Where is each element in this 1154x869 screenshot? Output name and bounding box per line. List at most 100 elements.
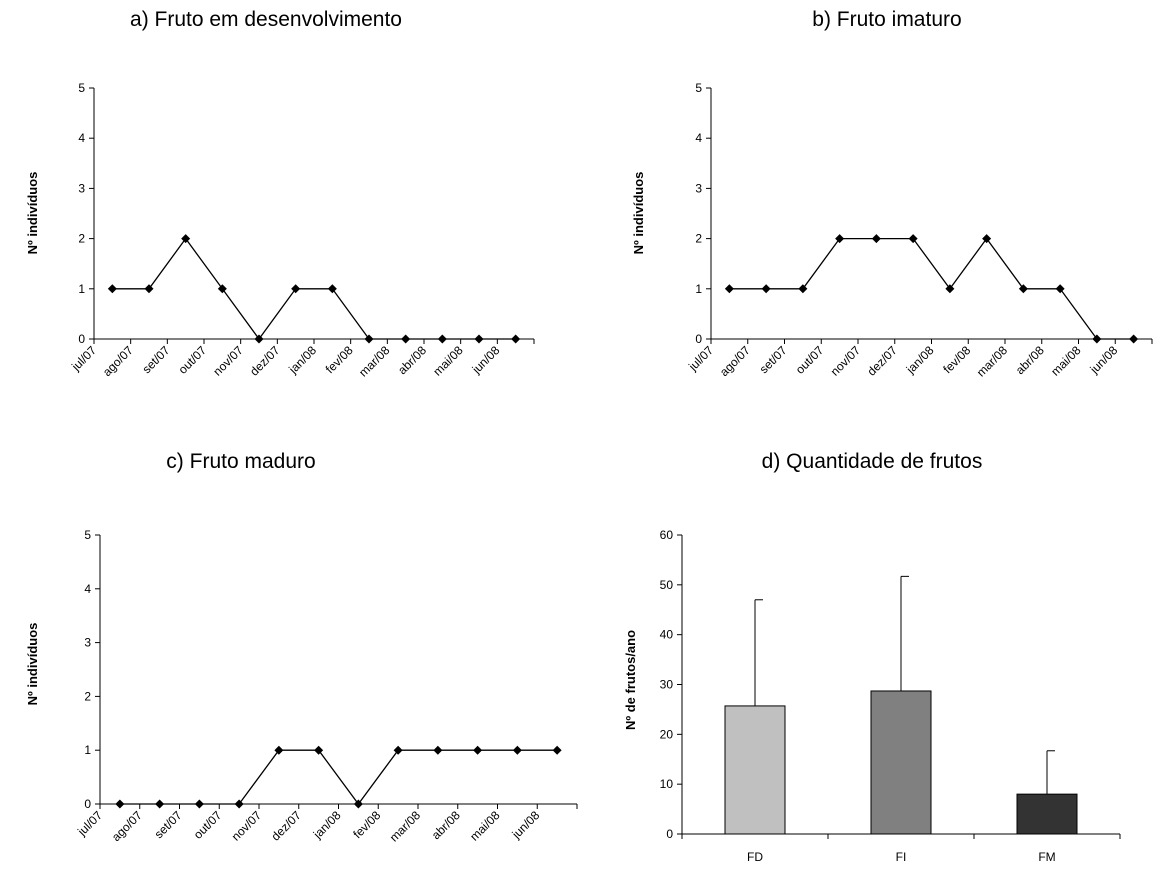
x-tick-label: mai/08: [1048, 343, 1084, 379]
data-point-marker: [234, 799, 244, 809]
x-tick-label: jan/08: [310, 808, 344, 842]
x-tick-label: jan/08: [903, 343, 937, 377]
data-point-marker: [155, 799, 165, 809]
panel-a-title: a) Fruto em desenvolvimento: [130, 8, 402, 31]
x-tick-label: abr/08: [1013, 343, 1047, 377]
x-tick-label: mai/08: [467, 808, 503, 844]
series-line: [119, 749, 558, 806]
y-tick-label: 4: [695, 131, 702, 145]
x-tick-label: abr/08: [429, 808, 463, 842]
y-tick-label: 3: [695, 181, 702, 195]
x-tick-label: jul/07: [685, 343, 716, 374]
bar: [870, 690, 932, 835]
data-point-marker: [512, 745, 522, 755]
x-category-label: FD: [747, 850, 763, 864]
x-tick-label: dez/07: [864, 343, 900, 379]
data-point-marker: [835, 234, 845, 244]
x-tick-label: jun/08: [469, 343, 503, 377]
data-point-marker: [115, 799, 125, 809]
y-tick-label: 1: [695, 282, 702, 296]
data-point-marker: [291, 284, 301, 294]
panel-b: b) Fruto imaturo Nº indivíduos 0 1 2 3 4 5 jul…: [631, 8, 1153, 380]
data-point-marker: [982, 234, 992, 244]
panel-c: c) Fruto maduro Nº indivíduos 0 1 2 3 4 5 jul/…: [25, 450, 578, 845]
y-tick-label: 1: [84, 743, 91, 757]
x-tick-label: jan/08: [285, 343, 319, 377]
data-point-marker: [181, 234, 191, 244]
x-tick-label: jul/07: [74, 808, 105, 839]
x-tick-label: out/07: [191, 808, 225, 842]
x-tick-label: jul/07: [68, 343, 99, 374]
x-tick-label: set/07: [757, 343, 790, 376]
y-tick-label: 4: [84, 582, 91, 596]
data-point-marker: [353, 799, 363, 809]
data-point-marker: [871, 234, 881, 244]
series-line: [112, 237, 516, 341]
x-tick-label: ago/07: [109, 808, 145, 844]
data-point-marker: [364, 334, 374, 344]
y-tick-label: 2: [695, 232, 702, 246]
data-point-marker: [194, 799, 204, 809]
data-point-marker: [401, 334, 411, 344]
data-point-marker: [1055, 284, 1065, 294]
y-tick-label: 10: [660, 777, 674, 791]
x-tick-label: set/07: [152, 808, 185, 841]
x-tick-label: nov/07: [229, 808, 265, 844]
data-point-marker: [798, 284, 808, 294]
series-line: [729, 237, 1134, 340]
panel-c-title: c) Fruto maduro: [166, 450, 315, 473]
data-point-marker: [314, 745, 324, 755]
panel-c-plot-area: 0 1 2 3 4 5 jul/07 ago/07 set/07 out/07 nov/07 dez/…: [74, 528, 578, 845]
y-tick-label: 3: [78, 181, 85, 195]
panel-b-title: b) Fruto imaturo: [812, 8, 961, 31]
y-tick-label: 30: [660, 678, 674, 692]
y-tick-label: 0: [695, 332, 702, 346]
x-tick-label: abr/08: [395, 343, 429, 377]
x-tick-label: dez/07: [247, 343, 283, 379]
data-point-marker: [474, 334, 484, 344]
data-point-marker: [437, 334, 447, 344]
x-tick-label: fev/08: [323, 343, 356, 376]
y-tick-label: 20: [660, 727, 674, 741]
panel-d: d) Quantidade de frutos Nº de frutos/ano…: [623, 450, 1121, 864]
data-point-marker: [552, 745, 562, 755]
data-point-marker: [945, 284, 955, 294]
data-point-marker: [217, 284, 227, 294]
panel-b-plot-area: 0 1 2 3 4 5 jul/07 ago/07 set/07 out/07 nov/07 dez/…: [685, 81, 1153, 380]
data-point-marker: [1018, 284, 1028, 294]
x-tick-label: mai/08: [430, 343, 466, 379]
x-tick-label: ago/07: [100, 343, 136, 379]
y-tick-label: 0: [84, 797, 91, 811]
y-tick-label: 4: [78, 131, 85, 145]
data-point-marker: [724, 284, 734, 294]
y-tick-label: 0: [666, 827, 673, 841]
x-tick-label: jun/08: [1087, 343, 1121, 377]
x-tick-label: out/07: [793, 343, 827, 377]
data-point-marker: [433, 745, 443, 755]
y-tick-label: 5: [84, 528, 91, 542]
panel-a: a) Fruto em desenvolvimento Nº indivíduo…: [25, 8, 535, 380]
y-tick-label: 5: [78, 81, 85, 95]
x-tick-label: set/07: [139, 343, 172, 376]
x-tick-label: nov/07: [210, 343, 246, 379]
y-tick-label: 2: [78, 232, 85, 246]
data-point-marker: [327, 284, 337, 294]
x-tick-label: ago/07: [717, 343, 753, 379]
x-tick-label: fev/08: [350, 808, 383, 841]
x-tick-label: nov/07: [828, 343, 864, 379]
y-tick-label: 3: [84, 636, 91, 650]
bar: [724, 705, 786, 835]
y-tick-label: 2: [84, 689, 91, 703]
panel-d-plot-area: 0 10 20 30 40 50 60 FD FI FM: [660, 528, 1121, 864]
y-tick-label: 60: [660, 528, 674, 542]
panel-b-y-axis-label: Nº indivíduos: [631, 172, 646, 255]
x-category-label: FM: [1038, 850, 1055, 864]
panel-a-y-axis-label: Nº indivíduos: [25, 172, 40, 255]
data-point-marker: [274, 745, 284, 755]
data-point-marker: [393, 745, 403, 755]
panel-d-title: d) Quantidade de frutos: [762, 450, 983, 473]
data-point-marker: [1092, 334, 1102, 344]
data-point-marker: [254, 334, 264, 344]
panel-a-plot-area: 0 1 2 3 4 5 jul/07 ago/07 set/07 out/07 nov/07 dez/…: [68, 81, 535, 380]
y-tick-label: 5: [695, 81, 702, 95]
